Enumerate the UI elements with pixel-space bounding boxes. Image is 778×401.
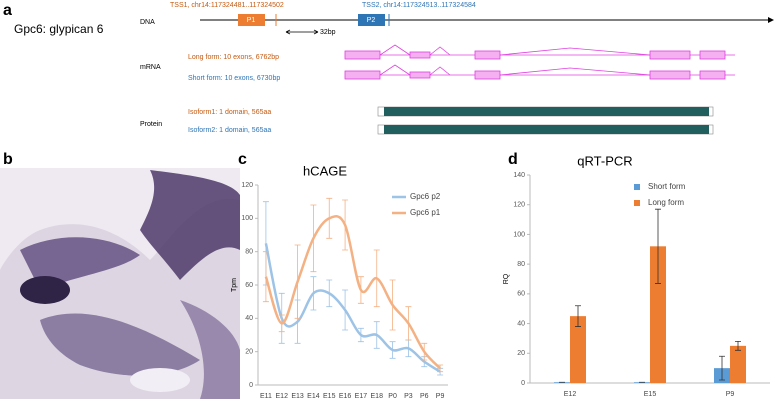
error-bar: [342, 199, 349, 251]
error-bar: [326, 197, 333, 239]
x-tick-label: E16: [339, 393, 352, 400]
error-bar: [719, 355, 725, 381]
y-tick-label: 60: [245, 282, 253, 289]
bar: [730, 345, 746, 383]
line: [264, 215, 441, 370]
y-tick-label: 20: [517, 350, 525, 357]
error-bar: [262, 251, 269, 303]
error-bar: [389, 279, 396, 331]
y-tick-label: 100: [513, 231, 525, 238]
y-axis-label: Tpm: [231, 278, 238, 292]
x-tick-label: P6: [420, 393, 429, 400]
error-bar: [437, 364, 444, 373]
row-label: DNA: [140, 19, 155, 26]
panel-label: c: [238, 151, 247, 168]
dna-track: [200, 14, 774, 35]
error-bar: [342, 289, 349, 331]
transcript-label: Long form: 10 exons, 6762bp: [188, 54, 279, 61]
x-tick-label: E12: [564, 391, 577, 398]
error-bar: [357, 327, 364, 343]
x-tick-label: E14: [307, 393, 320, 400]
legend-swatch: [634, 200, 640, 206]
legend-swatch: [634, 184, 640, 190]
isoform-label: Isoform2: 1 domain, 565aa: [188, 127, 271, 134]
protein-models: [377, 106, 714, 135]
line: [264, 243, 441, 373]
y-tick-label: 0: [249, 382, 253, 389]
x-tick-label: P3: [404, 393, 413, 400]
chart-title: hCAGE: [303, 163, 347, 178]
error-bar: [310, 204, 317, 273]
legend-label: Short form: [648, 182, 686, 191]
error-bar: [310, 276, 317, 311]
error-bar: [389, 341, 396, 359]
y-tick-label: 60: [517, 291, 525, 298]
error-bar: [278, 314, 285, 333]
promoter-label: P2: [367, 17, 376, 24]
isoform-label: Isoform1: 1 domain, 565aa: [188, 109, 271, 116]
x-tick-label: E17: [355, 393, 368, 400]
legend-label: Gpc6 p1: [410, 208, 441, 217]
error-bar: [294, 244, 301, 319]
tissue-image: [0, 168, 240, 399]
y-tick-label: 100: [241, 215, 253, 222]
error-bar: [373, 249, 380, 308]
error-bar: [421, 342, 428, 361]
x-tick-label: E15: [323, 393, 336, 400]
panel-label: d: [508, 151, 518, 168]
x-tick-label: E11: [260, 393, 272, 400]
y-tick-label: 80: [245, 249, 253, 256]
error-bar: [735, 341, 741, 351]
y-tick-label: 40: [517, 320, 525, 327]
x-tick-label: P0: [388, 393, 397, 400]
y-tick-label: 120: [241, 182, 253, 189]
legend-label: Gpc6 p2: [410, 192, 441, 201]
bar: [650, 246, 666, 383]
transcript-models: [344, 44, 735, 80]
y-tick-label: 140: [513, 172, 525, 179]
x-tick-label: E18: [371, 393, 384, 400]
promoter-label: P1: [247, 17, 256, 24]
bar: [570, 316, 586, 383]
error-bar: [405, 306, 412, 341]
x-tick-label: P9: [436, 393, 445, 400]
distance-label: 32bp: [320, 29, 336, 36]
transcript-label: Short form: 10 exons, 6730bp: [188, 75, 280, 82]
error-bar: [357, 276, 364, 304]
y-axis-label: RQ: [503, 273, 510, 284]
y-tick-label: 120: [513, 202, 525, 209]
gene-name: Gpc6: glypican 6: [14, 22, 104, 36]
error-bar: [326, 279, 333, 308]
y-tick-label: 80: [517, 261, 525, 268]
row-label: Protein: [140, 121, 162, 128]
y-tick-label: 0: [521, 380, 525, 387]
x-tick-label: P9: [726, 391, 735, 398]
panel-label: a: [3, 2, 12, 19]
tss-label: TSS1, chr14:117324481..117324502: [170, 2, 284, 9]
error-bar: [575, 305, 581, 327]
error-bar: [373, 321, 380, 349]
chart-title: qRT-PCR: [577, 153, 632, 168]
tss-label: TSS2, chr14:117324513..117324584: [362, 2, 476, 9]
x-tick-label: E13: [291, 393, 304, 400]
legend-label: Long form: [648, 198, 684, 207]
panel-label: b: [3, 151, 13, 168]
y-tick-label: 40: [245, 315, 253, 322]
x-tick-label: E12: [276, 393, 289, 400]
error-bar: [655, 208, 661, 284]
row-label: mRNA: [140, 64, 161, 71]
y-tick-label: 20: [245, 349, 253, 356]
x-tick-label: E15: [644, 391, 657, 398]
